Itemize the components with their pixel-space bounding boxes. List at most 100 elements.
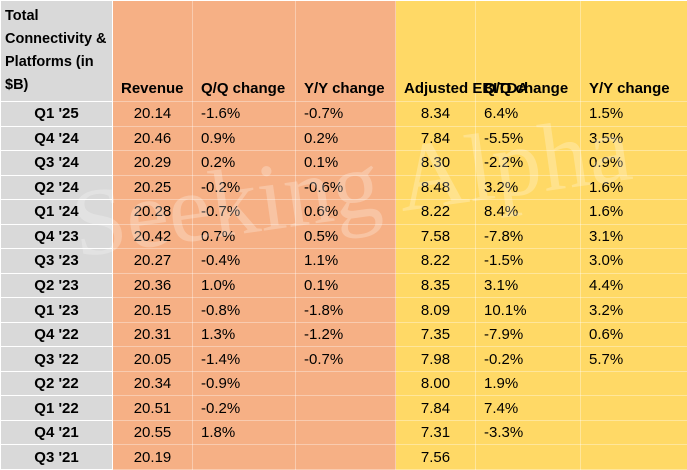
cell: 8.09 [395, 297, 476, 323]
cell: 8.34 [395, 101, 476, 127]
table-body: Q1 '25 20.14 -1.6% -0.7% 8.34 6.4% 1.5% Q4 '24 2… [0, 101, 687, 470]
cell: -1.6% [192, 101, 296, 127]
cell: 20.36 [112, 272, 193, 299]
table-row: Q4 '24 20.46 0.9% 0.2% 7.84 -5.5% 3.5% [0, 125, 687, 152]
cell: 3.2% [475, 174, 581, 201]
cell: 20.31 [112, 321, 193, 348]
cell: 20.05 [112, 346, 193, 372]
cell: 7.31 [395, 419, 476, 446]
cell: 7.84 [395, 125, 476, 152]
cell: -3.3% [475, 419, 581, 446]
cell: 8.00 [395, 370, 476, 397]
column-header: Q/Q change [475, 0, 581, 102]
row-label: Q1 '23 [0, 297, 113, 323]
cell: 1.3% [192, 321, 296, 348]
table-row: Q1 '25 20.14 -1.6% -0.7% 8.34 6.4% 1.5% [0, 101, 687, 127]
cell: 20.27 [112, 248, 193, 274]
column-header: Adjusted EBITDA [395, 0, 528, 102]
cell: 1.9% [475, 370, 581, 397]
cell: 8.30 [395, 150, 476, 176]
cell: -1.4% [192, 346, 296, 372]
row-label: Q2 '24 [0, 174, 113, 201]
column-header: Q/Q change [192, 0, 296, 102]
row-label: Q4 '24 [0, 125, 113, 152]
cell: 3.0% [580, 248, 687, 274]
cell: -0.7% [192, 199, 296, 225]
row-label: Q2 '22 [0, 370, 113, 397]
cell: 0.6% [295, 199, 396, 225]
cell: 8.4% [475, 199, 581, 225]
cell: 1.6% [580, 199, 687, 225]
row-label: Q4 '22 [0, 321, 113, 348]
cell: 3.2% [580, 297, 687, 323]
row-label: Q4 '23 [0, 223, 113, 250]
cell: 1.8% [192, 419, 296, 446]
table-row: Q3 '23 20.27 -0.4% 1.1% 8.22 -1.5% 3.0% [0, 248, 687, 274]
cell: 0.9% [192, 125, 296, 152]
row-label: Q4 '21 [0, 419, 113, 446]
cell [192, 444, 296, 470]
cell: 5.7% [580, 346, 687, 372]
column-header: Total Connectivity & Platforms (in $B) [0, 0, 113, 102]
cell: -0.2% [192, 395, 296, 421]
table-row: Q3 '24 20.29 0.2% 0.1% 8.30 -2.2% 0.9% [0, 150, 687, 176]
table-row: Q1 '22 20.51 -0.2% 7.84 7.4% [0, 395, 687, 421]
cell: 20.34 [112, 370, 193, 397]
table-row: Q4 '23 20.42 0.7% 0.5% 7.58 -7.8% 3.1% [0, 223, 687, 250]
cell: 20.19 [112, 444, 193, 470]
row-label: Q3 '22 [0, 346, 113, 372]
cell: -1.8% [295, 297, 396, 323]
row-label: Q1 '24 [0, 199, 113, 225]
cell: 7.56 [395, 444, 476, 470]
cell [295, 419, 396, 446]
cell: 3.5% [580, 125, 687, 152]
cell [580, 444, 687, 470]
cell: 0.1% [295, 272, 396, 299]
cell [475, 444, 581, 470]
cell: 0.5% [295, 223, 396, 250]
cell: 20.14 [112, 101, 193, 127]
cell: 0.1% [295, 150, 396, 176]
row-label: Q1 '25 [0, 101, 113, 127]
cell: -0.6% [295, 174, 396, 201]
row-label: Q1 '22 [0, 395, 113, 421]
table-row: Q4 '22 20.31 1.3% -1.2% 7.35 -7.9% 0.6% [0, 321, 687, 348]
cell: 3.1% [475, 272, 581, 299]
cell: -0.7% [295, 346, 396, 372]
column-header: Revenue [112, 0, 193, 102]
cell [580, 370, 687, 397]
cell [295, 395, 396, 421]
table-row: Q2 '24 20.25 -0.2% -0.6% 8.48 3.2% 1.6% [0, 174, 687, 201]
cell: 7.58 [395, 223, 476, 250]
cell: -0.9% [192, 370, 296, 397]
table-row: Q3 '21 20.19 7.56 [0, 444, 687, 470]
cell [580, 419, 687, 446]
table-row: Q3 '22 20.05 -1.4% -0.7% 7.98 -0.2% 5.7% [0, 346, 687, 372]
table-row: Q2 '22 20.34 -0.9% 8.00 1.9% [0, 370, 687, 397]
cell: 10.1% [475, 297, 581, 323]
column-header: Y/Y change [580, 0, 687, 102]
cell: 20.29 [112, 150, 193, 176]
cell: 8.48 [395, 174, 476, 201]
cell [580, 395, 687, 421]
header-row: Total Connectivity & Platforms (in $B) Re… [0, 0, 687, 102]
cell: 7.98 [395, 346, 476, 372]
cell: -0.7% [295, 101, 396, 127]
row-label: Q3 '21 [0, 444, 113, 470]
cell: 7.35 [395, 321, 476, 348]
cell: 8.35 [395, 272, 476, 299]
cell: -7.9% [475, 321, 581, 348]
cell: 1.1% [295, 248, 396, 274]
cell: 1.5% [580, 101, 687, 127]
cell: 4.4% [580, 272, 687, 299]
cell: 3.1% [580, 223, 687, 250]
table-row: Q1 '23 20.15 -0.8% -1.8% 8.09 10.1% 3.2% [0, 297, 687, 323]
cell: 8.22 [395, 199, 476, 225]
row-label: Q3 '23 [0, 248, 113, 274]
cell: 20.55 [112, 419, 193, 446]
cell: 1.0% [192, 272, 296, 299]
cell: -0.8% [192, 297, 296, 323]
row-label: Q3 '24 [0, 150, 113, 176]
